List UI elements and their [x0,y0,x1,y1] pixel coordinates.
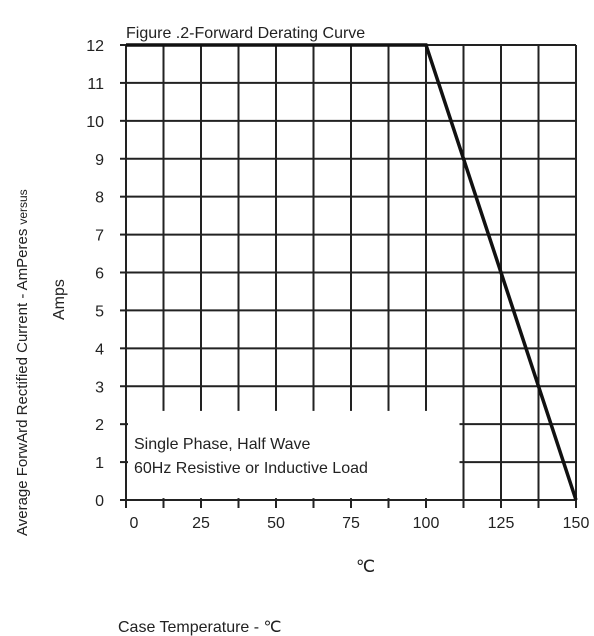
y-tick-label: 8 [95,190,104,207]
y-tick-label: 1 [95,455,104,472]
x-tick-label: 100 [413,515,440,532]
y-tick-label: 9 [95,152,104,169]
x-axis-label: Case Temperature - ℃ [118,619,282,636]
x-tick-labels: 0 25 50 75 100 125 150 [130,515,590,532]
y-axis-label: Average ForwArd Rectified Current - AmPe… [14,189,31,536]
derating-curve-line [126,43,578,501]
y-tick-label: 0 [95,493,104,510]
y-tick-label: 2 [95,417,104,434]
x-tick-label: 0 [130,515,139,532]
y-tick-label: 12 [86,38,104,55]
y-tick-label: 7 [95,228,104,245]
series-layer [126,43,578,501]
x-tick-label: 50 [267,515,285,532]
chart-title: Figure .2-Forward Derating Curve [126,25,365,42]
y-tick-label: 10 [86,114,104,131]
y-axis-label-line2: Amps [51,279,68,320]
y-axis-label-main: Average ForwArd Rectified Current - AmPe… [14,229,31,536]
y-axis-label-suffix: versus [16,189,30,224]
y-tick-label: 5 [95,303,104,320]
x-tick-label: 25 [192,515,210,532]
x-tick-label: 125 [488,515,515,532]
y-tick-label: 4 [95,341,104,358]
x-tick-label: 75 [342,515,360,532]
y-tick-label: 6 [95,266,104,283]
annotation-box [128,410,460,499]
axis-tick-marks [120,44,577,508]
y-tick-label: 3 [95,379,104,396]
annotation-line2: 60Hz Resistive or Inductive Load [134,460,368,477]
x-axis-unit: ℃ [356,557,375,576]
x-tick-label: 150 [563,515,590,532]
y-tick-label: 11 [87,76,104,93]
annotation-line1: Single Phase, Half Wave [134,436,310,453]
